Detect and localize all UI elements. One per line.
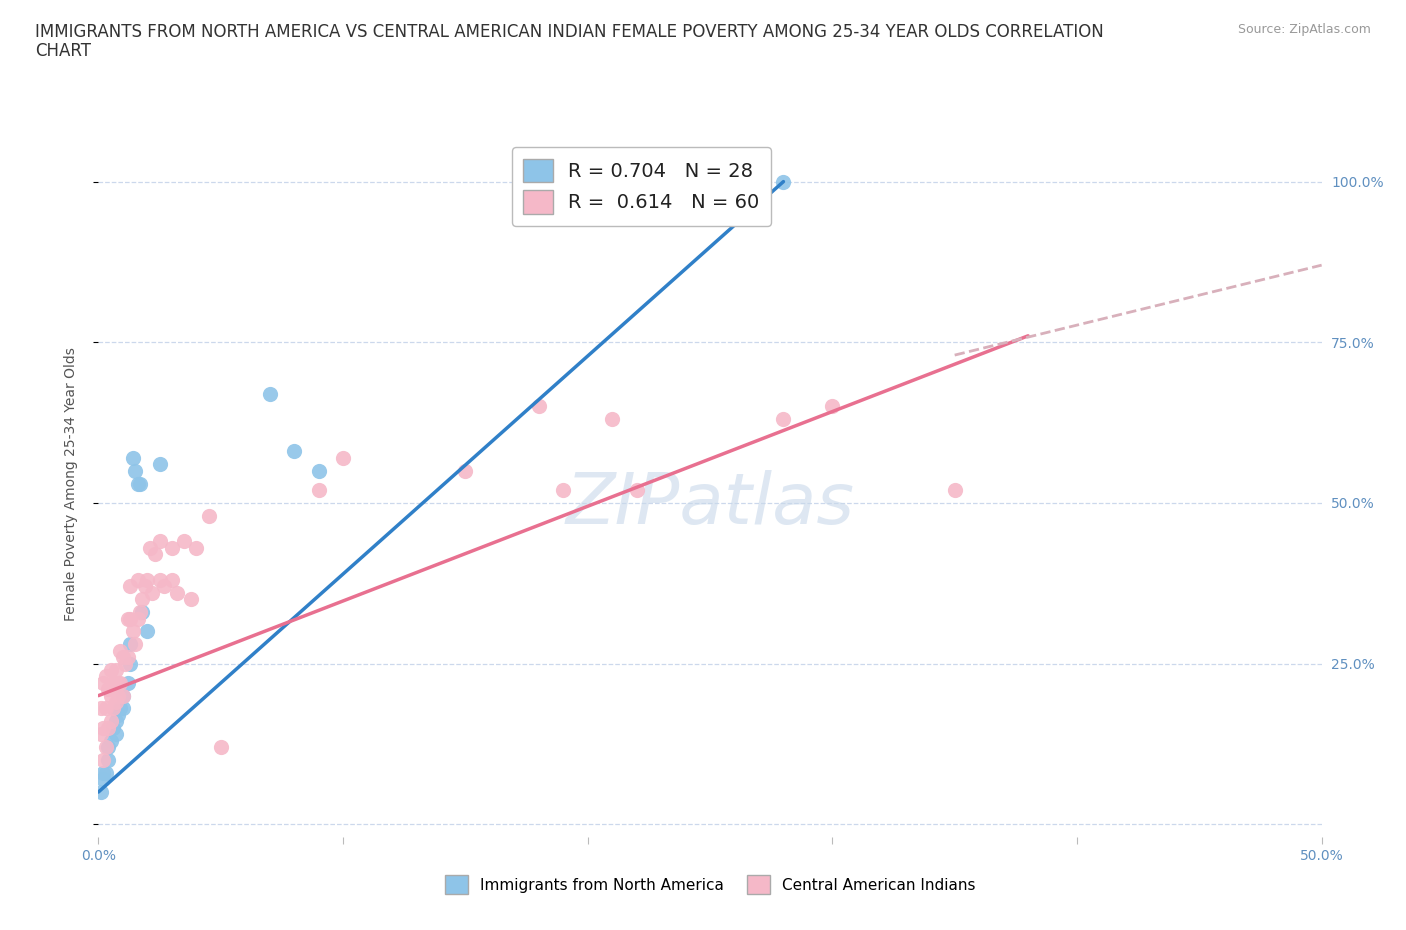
Point	[91, 752, 114, 767]
Point	[94, 765, 117, 780]
Point	[308, 463, 330, 478]
Text: CHART: CHART	[35, 42, 91, 60]
Point	[129, 476, 152, 491]
Point	[121, 450, 143, 465]
Point	[94, 669, 117, 684]
Point	[90, 726, 112, 741]
Point	[91, 675, 114, 690]
Point	[772, 174, 794, 189]
Point	[139, 540, 162, 555]
Point	[104, 714, 127, 729]
Point	[120, 579, 142, 594]
Point	[91, 765, 114, 780]
Point	[134, 579, 156, 594]
Point	[166, 585, 188, 600]
Point	[97, 682, 120, 697]
Point	[209, 739, 232, 754]
Point	[117, 611, 139, 626]
Point	[553, 483, 575, 498]
Point	[127, 573, 149, 588]
Point	[107, 675, 129, 690]
Point	[97, 752, 120, 767]
Point	[120, 656, 142, 671]
Point	[104, 695, 127, 710]
Point	[111, 701, 134, 716]
Point	[104, 726, 127, 741]
Point	[259, 386, 281, 401]
Point	[97, 739, 120, 754]
Point	[110, 675, 132, 690]
Point	[127, 611, 149, 626]
Point	[173, 534, 195, 549]
Point	[90, 701, 112, 716]
Point	[197, 509, 219, 524]
Point	[149, 534, 172, 549]
Text: Source: ZipAtlas.com: Source: ZipAtlas.com	[1237, 23, 1371, 36]
Point	[131, 591, 153, 606]
Point	[141, 585, 163, 600]
Point	[100, 688, 122, 703]
Point	[100, 714, 122, 729]
Point	[111, 688, 134, 703]
Point	[308, 483, 330, 498]
Point	[283, 444, 305, 458]
Point	[180, 591, 202, 606]
Point	[131, 604, 153, 619]
Point	[100, 662, 122, 677]
Point	[107, 708, 129, 723]
Point	[600, 412, 623, 427]
Point	[149, 457, 172, 472]
Text: ZIPatlas: ZIPatlas	[565, 471, 855, 539]
Point	[124, 463, 146, 478]
Y-axis label: Female Poverty Among 25-34 Year Olds: Female Poverty Among 25-34 Year Olds	[63, 347, 77, 620]
Point	[110, 701, 132, 716]
Point	[120, 637, 142, 652]
Point	[114, 656, 136, 671]
Point	[160, 540, 183, 555]
Point	[111, 650, 134, 665]
Point	[772, 412, 794, 427]
Point	[111, 688, 134, 703]
Point	[101, 675, 124, 690]
Point	[90, 785, 112, 800]
Point	[94, 701, 117, 716]
Point	[186, 540, 208, 555]
Point	[101, 721, 124, 736]
Point	[129, 604, 152, 619]
Point	[101, 701, 124, 716]
Point	[143, 547, 166, 562]
Point	[821, 399, 844, 414]
Point	[136, 624, 159, 639]
Text: IMMIGRANTS FROM NORTH AMERICA VS CENTRAL AMERICAN INDIAN FEMALE POVERTY AMONG 25: IMMIGRANTS FROM NORTH AMERICA VS CENTRAL…	[35, 23, 1104, 41]
Point	[124, 637, 146, 652]
Point	[136, 573, 159, 588]
Point	[94, 739, 117, 754]
Point	[91, 772, 114, 787]
Point	[107, 688, 129, 703]
Point	[117, 650, 139, 665]
Point	[332, 450, 354, 465]
Point	[160, 573, 183, 588]
Point	[127, 476, 149, 491]
Point	[100, 733, 122, 748]
Point	[91, 721, 114, 736]
Point	[117, 675, 139, 690]
Point	[454, 463, 477, 478]
Point	[149, 573, 172, 588]
Point	[626, 483, 648, 498]
Point	[943, 483, 966, 498]
Point	[110, 644, 132, 658]
Point	[527, 399, 550, 414]
Point	[104, 662, 127, 677]
Point	[97, 721, 120, 736]
Point	[153, 579, 176, 594]
Legend: Immigrants from North America, Central American Indians: Immigrants from North America, Central A…	[439, 870, 981, 900]
Point	[121, 624, 143, 639]
Point	[120, 611, 142, 626]
